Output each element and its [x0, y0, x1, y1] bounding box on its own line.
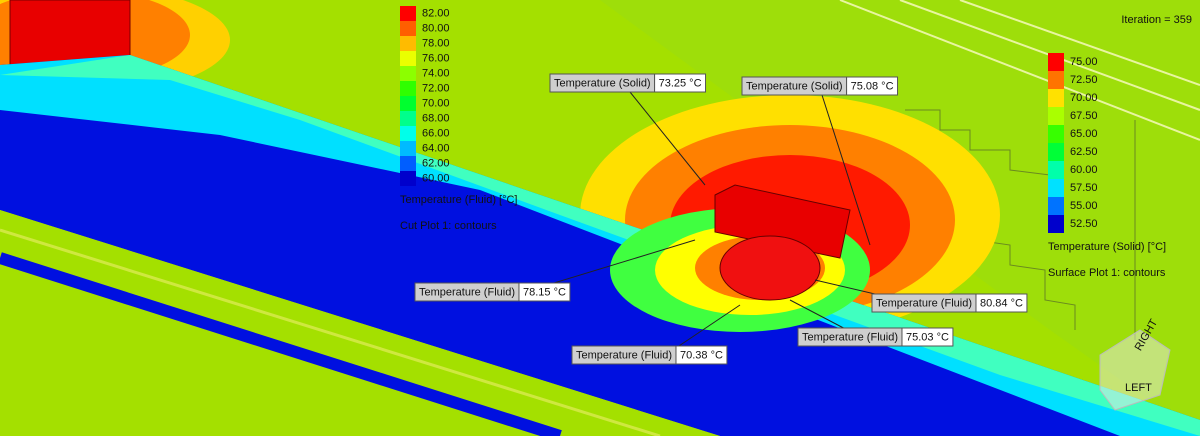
- legend-title: Temperature (Solid) [°C]: [1048, 241, 1166, 253]
- legend-label: 60.00: [1070, 164, 1098, 176]
- view-cube: RIGHT LEFT: [1099, 317, 1171, 411]
- legend-label: 65.00: [1070, 128, 1098, 140]
- legend-swatch: [400, 51, 416, 66]
- legend-label: 62.00: [422, 157, 450, 169]
- legend-swatch: [400, 156, 416, 171]
- legend-label: 55.00: [1070, 200, 1098, 212]
- probe-label: Temperature (Fluid): [419, 286, 515, 298]
- legend-swatch: [400, 81, 416, 96]
- legend-label: 70.00: [422, 97, 450, 109]
- legend-swatch: [400, 111, 416, 126]
- plate-stripe: [0, 252, 562, 436]
- legend-swatch: [1048, 71, 1064, 89]
- probe-value: 73.25 °C: [659, 77, 702, 89]
- legend-label: 52.50: [1070, 218, 1098, 230]
- legend-swatch: [400, 21, 416, 36]
- legend-label: 75.00: [1070, 56, 1098, 68]
- legend-label: 82.00: [422, 7, 450, 19]
- legend-swatch: [400, 141, 416, 156]
- probe: Temperature (Fluid) 70.38 °C: [571, 304, 741, 365]
- legend-label: 64.00: [422, 142, 450, 154]
- legend-plot-name: Cut Plot 1: contours: [400, 220, 497, 232]
- probes: Temperature (Solid) 73.25 °C Temperature (…: [414, 73, 1028, 365]
- probe: Temperature (Fluid) 75.03 °C: [789, 299, 954, 347]
- legend-swatch: [1048, 161, 1064, 179]
- legend-label: 74.00: [422, 67, 450, 79]
- probe-value: 78.15 °C: [523, 286, 566, 298]
- legend-swatch: [400, 6, 416, 21]
- probe-value: 70.38 °C: [680, 349, 723, 361]
- legend-label: 78.00: [422, 37, 450, 49]
- plate-edge: [0, 228, 661, 436]
- legend-swatch: [400, 171, 416, 186]
- component: [714, 184, 851, 259]
- probe: Temperature (Solid) 75.08 °C: [741, 76, 899, 246]
- legend-swatch: [400, 66, 416, 81]
- plate: [0, 210, 720, 436]
- probe-value-box: [654, 73, 707, 93]
- legend-label: 80.00: [422, 22, 450, 34]
- fluid-cut: [0, 55, 1200, 436]
- probe: Temperature (Solid) 73.25 °C: [549, 73, 707, 186]
- probe-label: Temperature (Fluid): [802, 331, 898, 343]
- probe-value-box: [518, 282, 571, 302]
- legend-swatch: [1048, 197, 1064, 215]
- legend-swatch: [400, 36, 416, 51]
- legend-title: Temperature (Fluid) [°C]: [400, 194, 518, 206]
- legend-swatch: [1048, 125, 1064, 143]
- probe-value-box: [975, 293, 1028, 313]
- legend-plot-name: Surface Plot 1: contours: [1048, 267, 1166, 279]
- legend-label: 68.00: [422, 112, 450, 124]
- view-cube-label: LEFT: [1125, 382, 1152, 394]
- legend-label: 72.00: [422, 82, 450, 94]
- legend-label: 76.00: [422, 52, 450, 64]
- legend-swatch: [1048, 107, 1064, 125]
- probe-label: Temperature (Fluid): [576, 349, 672, 361]
- legend-swatch: [1048, 89, 1064, 107]
- legends: 82.00 80.00 78.00 76.00 74.00 72.00 70.00 68.00…: [400, 6, 1166, 279]
- probe-value-box: [846, 76, 899, 96]
- probe-value-box: [675, 345, 728, 365]
- legend-swatch: [400, 126, 416, 141]
- component-dome: [719, 235, 821, 301]
- legend-swatch: [1048, 143, 1064, 161]
- probe: Temperature (Fluid) 78.15 °C: [414, 239, 696, 302]
- probe-value: 80.84 °C: [980, 297, 1023, 309]
- probe-value: 75.03 °C: [906, 331, 949, 343]
- probe-leader: [821, 94, 871, 246]
- probe-value: 75.08 °C: [851, 80, 894, 92]
- legend-swatch: [1048, 179, 1064, 197]
- legend-swatch: [400, 96, 416, 111]
- probe-value-box: [901, 327, 954, 347]
- legend-label: 60.00: [422, 172, 450, 184]
- probe-label: Temperature (Solid): [554, 77, 651, 89]
- legend-label: 66.00: [422, 127, 450, 139]
- legend-label: 62.50: [1070, 146, 1098, 158]
- legend-label: 72.50: [1070, 74, 1098, 86]
- probe-label: Temperature (Solid): [746, 80, 843, 92]
- probe-leader: [629, 91, 706, 186]
- iteration: Iteration = 359: [1121, 14, 1192, 26]
- legend-swatch: [1048, 215, 1064, 233]
- legend-label: 67.50: [1070, 110, 1098, 122]
- legend-label: 70.00: [1070, 92, 1098, 104]
- legend-swatch: [1048, 53, 1064, 71]
- probe: Temperature (Fluid) 80.84 °C: [814, 279, 1028, 313]
- legend-label: 57.50: [1070, 182, 1098, 194]
- probe-label: Temperature (Fluid): [876, 297, 972, 309]
